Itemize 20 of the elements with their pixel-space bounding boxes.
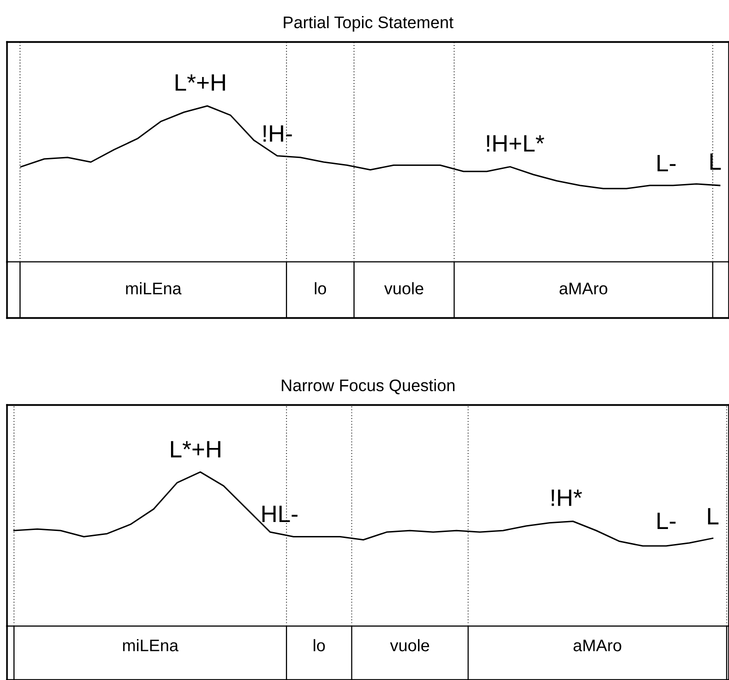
text: lo (314, 639, 325, 652)
chart-title: Partial Topic Statement (284, 16, 454, 32)
annotation: L (710, 153, 721, 170)
text: lo (314, 282, 326, 294)
text: aMAro (574, 640, 622, 652)
annotation: HL- (262, 506, 298, 522)
annotation: !H* (552, 490, 582, 506)
text: miLEna (126, 282, 182, 294)
chart-title: Narrow Focus Question (282, 379, 454, 394)
annotation: L- (658, 512, 676, 529)
text: L*+H (171, 441, 220, 458)
annotation: !H+L* (487, 135, 544, 152)
text: vuole (384, 282, 424, 294)
annotation: !H- (264, 125, 292, 142)
text: miLEna (123, 639, 178, 652)
text: aMAro (560, 282, 608, 294)
annotation: L (708, 508, 718, 524)
annotation: L- (658, 155, 676, 172)
text: vuole (390, 639, 430, 652)
text: L*+H (176, 74, 225, 91)
